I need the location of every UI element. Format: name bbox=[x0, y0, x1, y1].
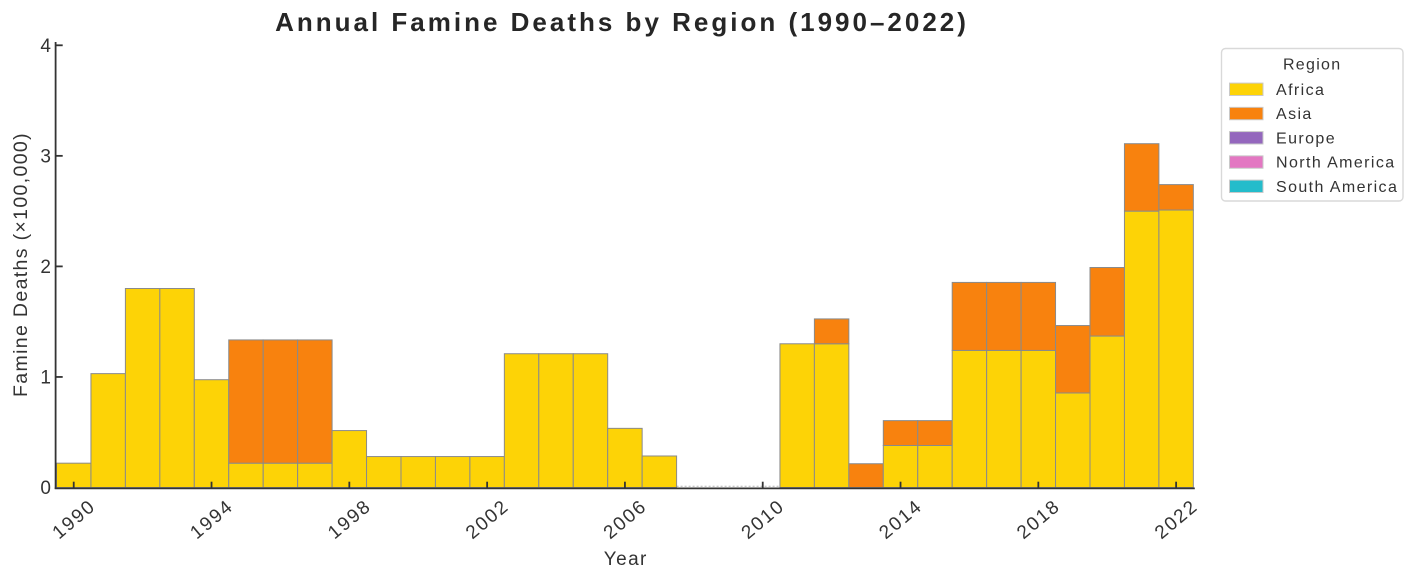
svg-text:Year: Year bbox=[604, 549, 648, 570]
svg-text:Region: Region bbox=[1283, 57, 1342, 74]
svg-text:North America: North America bbox=[1276, 155, 1396, 172]
svg-text:2: 2 bbox=[40, 257, 51, 278]
svg-text:Annual Famine Deaths by Region: Annual Famine Deaths by Region (1990–202… bbox=[275, 7, 969, 37]
svg-text:0: 0 bbox=[40, 478, 51, 499]
svg-text:Famine Deaths (×100,000): Famine Deaths (×100,000) bbox=[10, 132, 32, 397]
svg-text:Africa: Africa bbox=[1276, 82, 1325, 99]
svg-text:Europe: Europe bbox=[1276, 130, 1336, 147]
svg-text:3: 3 bbox=[40, 146, 51, 167]
svg-text:Asia: Asia bbox=[1276, 106, 1313, 123]
svg-text:1: 1 bbox=[40, 368, 51, 389]
svg-text:South America: South America bbox=[1276, 179, 1398, 196]
svg-text:4: 4 bbox=[40, 36, 51, 57]
